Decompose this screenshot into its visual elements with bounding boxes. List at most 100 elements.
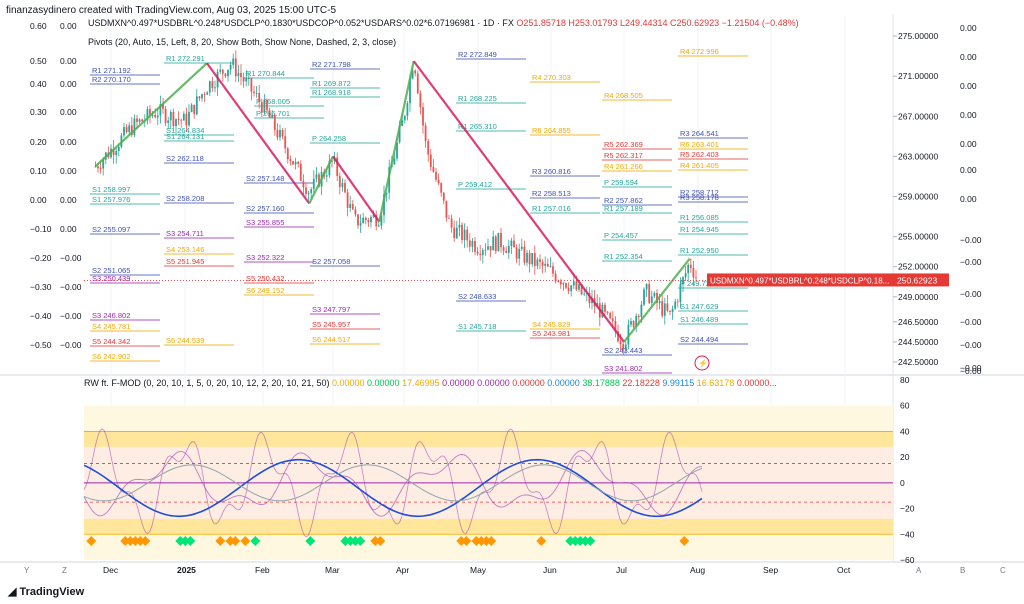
candle-body: [331, 160, 333, 162]
secondary-left-axis-label-5: 0.00: [60, 166, 77, 176]
far-right-axis-label-9: −0.00: [960, 289, 982, 299]
pivot-label-49: R3 260.816: [532, 167, 571, 176]
candle-body: [156, 115, 159, 118]
candle-body: [242, 77, 245, 82]
candle-body: [676, 301, 679, 303]
pivot-label-28: S6 249.152: [246, 286, 284, 295]
candle-body: [359, 223, 362, 226]
indicator-diamond-orange-7: [225, 536, 236, 546]
pivot-label-12: S1 264.834: [166, 126, 204, 135]
candle-body: [299, 163, 302, 181]
pivot-label-44: R4 268.505: [604, 91, 643, 100]
pivot-label-1: R2 270.170: [92, 75, 131, 84]
indicator-zone-upper: [84, 431, 893, 447]
pivot-label-23: S2 257.148: [246, 174, 284, 183]
indicator-name[interactable]: RW ft. F-MOD (0, 20, 10, 1, 5, 0, 20, 10…: [84, 378, 330, 388]
secondary-left-axis-label-10: −0.00: [60, 311, 82, 321]
time-axis-label-Feb: Feb: [255, 565, 270, 575]
right-axis-label-7: 249.00000: [898, 292, 938, 302]
candle-body: [471, 240, 474, 247]
pivot-label-62: R6 263.401: [680, 140, 719, 149]
candle-body: [154, 115, 157, 118]
indicator-values: 0.00000 0.00000 17.46995 0.00000 0.00000…: [332, 378, 777, 388]
pivot-label-51: R2 258.513: [532, 189, 571, 198]
candle-body: [450, 218, 453, 228]
time-axis-label-May: May: [470, 565, 487, 575]
time-axis-side-Y: Y: [24, 566, 30, 575]
pivot-label-50: P 259.594: [604, 178, 638, 187]
right-axis-label-10: 242.50000: [898, 357, 938, 367]
candle-body: [354, 209, 357, 215]
candle-body: [559, 281, 562, 285]
candle-body: [362, 217, 365, 224]
pivot-label-55: P 254.457: [604, 231, 638, 240]
candle-body: [645, 283, 648, 290]
pivot-label-68: R1 254.945: [680, 225, 719, 234]
candle-body: [513, 240, 515, 248]
candle-body: [396, 142, 398, 159]
candle-body: [203, 94, 206, 96]
candle-body: [505, 250, 508, 253]
pivot-label-25: S3 255.855: [246, 218, 284, 227]
time-axis-label-Oct: Oct: [837, 565, 851, 575]
pivot-label-13: S1 264.131: [166, 132, 204, 141]
candle-body: [497, 232, 500, 252]
candle-body: [606, 311, 609, 313]
right-axis-label-2: 267.00000: [898, 111, 938, 121]
secondary-left-axis-label-11: −0.00: [60, 340, 82, 350]
indicator-diamond-green-3: [250, 536, 261, 546]
indicator-axis-label-5: −20: [900, 504, 915, 514]
pivot-label-63: R5 262.403: [680, 150, 719, 159]
secondary-left-axis-label-0: 0.00: [60, 21, 77, 31]
far-right-axis-label-11: −0.00: [960, 340, 982, 350]
candle-body: [281, 130, 284, 137]
pivot-label-18: S5 251.945: [166, 257, 204, 266]
right-axis-label-4: 259.00000: [898, 192, 938, 202]
symbol-name[interactable]: USDMXN^0.497*USDBRL^0.248*USDCLP^0.1830*…: [88, 18, 514, 28]
candle-body: [695, 277, 697, 279]
indicator-value-4: 0.00000: [474, 378, 510, 388]
candle-body: [536, 259, 539, 266]
far-right-axis-label-4: 0.00: [960, 139, 977, 149]
secondary-left-axis-label-1: 0.00: [60, 56, 77, 66]
far-right-axis-label-2: 0.00: [960, 81, 977, 91]
tradingview-logo[interactable]: ◢ TradingView: [8, 585, 84, 598]
time-axis-label-Jun: Jun: [543, 565, 557, 575]
candle-body: [604, 304, 606, 312]
candle-body: [666, 303, 669, 311]
candle-body: [432, 166, 435, 172]
indicator-legend[interactable]: RW ft. F-MOD (0, 20, 10, 1, 5, 0, 20, 10…: [84, 378, 777, 388]
candle-body: [185, 113, 188, 126]
candle-body: [289, 159, 292, 162]
candle-body: [424, 125, 427, 142]
pivot-label-14: S2 262.118: [166, 154, 204, 163]
left-axis-label-0: 0.60: [30, 21, 47, 31]
candle-body: [588, 293, 591, 303]
candle-body: [411, 70, 414, 79]
right-axis-label-0: 275.00000: [898, 31, 938, 41]
indicator-diamond-orange-8: [230, 536, 241, 546]
indicator-diamond-orange-4: [135, 536, 146, 546]
indicator-value-5: 0.00000: [509, 378, 545, 388]
candle-body: [370, 217, 372, 223]
candle-body: [518, 248, 521, 259]
candle-body: [461, 224, 463, 240]
candle-body: [635, 315, 638, 327]
candle-body: [674, 301, 677, 309]
price-tag-symbol: USDMXN^0.497*USDBRL^0.248*USDCLP^0.18...: [710, 276, 889, 285]
candle-body: [128, 125, 131, 133]
left-axis-label-10: −0.40: [30, 311, 52, 321]
time-axis-side-B: B: [960, 566, 965, 575]
pivot-label-47: R5 262.317: [604, 151, 643, 160]
ohlc-close: C250.62923: [670, 18, 720, 28]
pivot-label-38: R1 268.225: [458, 94, 497, 103]
indicator-value-1: 0.00000: [364, 378, 400, 388]
pivot-label-67: R1 256.085: [680, 213, 719, 222]
pivots-legend[interactable]: Pivots (20, Auto, 15, Left, 8, 20, Show …: [88, 37, 397, 47]
candle-body: [552, 266, 554, 274]
symbol-legend[interactable]: USDMXN^0.497*USDBRL^0.248*USDCLP^0.1830*…: [88, 18, 799, 28]
pivot-label-57: S4 245.829: [532, 320, 570, 329]
indicator-diamond-orange-11: [375, 536, 386, 546]
indicator-diamond-orange-17: [486, 536, 497, 546]
